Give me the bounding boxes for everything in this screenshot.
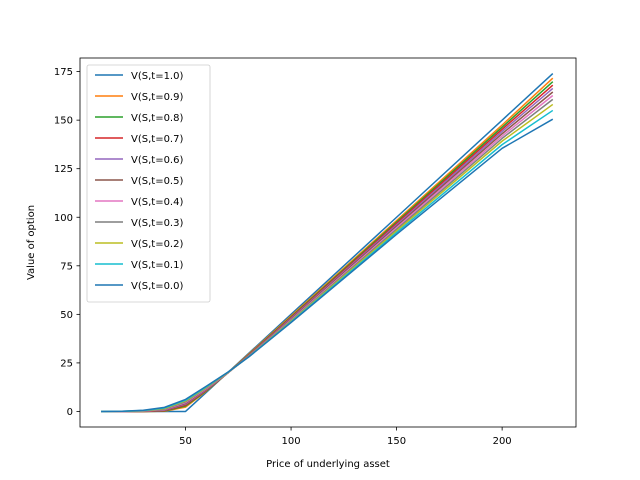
y-tick-label: 0 [67, 407, 73, 418]
y-tick-label: 150 [54, 116, 73, 127]
y-tick-label: 100 [54, 213, 73, 224]
series-layer [101, 72, 554, 413]
legend-label: V(S,t=0.7) [131, 134, 183, 145]
legend-label: V(S,t=0.0) [131, 281, 183, 292]
y-tick-label: 25 [60, 358, 73, 369]
x-tick-label: 150 [387, 436, 406, 447]
y-axis-label: Value of option [26, 205, 37, 280]
axes-frame [79, 57, 577, 428]
legend-label: V(S,t=0.6) [131, 155, 183, 166]
y-tick-label: 175 [54, 67, 73, 78]
x-axis-label: Price of underlying asset [266, 459, 390, 470]
legend-label: V(S,t=0.8) [131, 113, 183, 124]
x-tick-label: 200 [493, 436, 512, 447]
series-line [101, 118, 554, 413]
x-tick-label: 100 [282, 436, 301, 447]
legend-label: V(S,t=0.5) [131, 176, 183, 187]
legend-label: V(S,t=0.3) [131, 218, 183, 229]
y-tick-label: 125 [54, 164, 73, 175]
legend-label: V(S,t=0.9) [131, 92, 183, 103]
legend-label: V(S,t=1.0) [131, 71, 183, 82]
legend-label: V(S,t=0.1) [131, 260, 183, 271]
y-tick-label: 75 [60, 261, 73, 272]
legend-label: V(S,t=0.4) [131, 197, 183, 208]
y-tick-label: 50 [60, 310, 73, 321]
x-axis-ticks: 50 100 150 200 [179, 427, 512, 447]
y-axis-ticks: 0 25 50 75 100 125 150 175 [54, 67, 80, 418]
legend: V(S,t=1.0) V(S,t=0.9) V(S,t=0.8) V(S,t=0.7)… [86, 64, 211, 303]
x-tick-label: 50 [179, 436, 192, 447]
legend-label: V(S,t=0.2) [131, 239, 183, 250]
